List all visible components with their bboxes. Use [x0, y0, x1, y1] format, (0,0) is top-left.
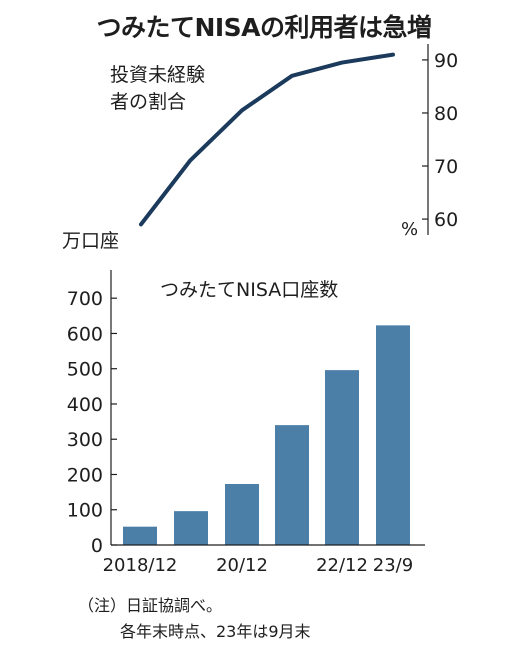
bar-y-tick-label: 100 [67, 500, 103, 522]
line-label-line1: 投資未経験 [110, 64, 205, 86]
bar-y-tick-label: 200 [67, 464, 103, 486]
bar-x-tick-label: 23/9 [373, 555, 413, 576]
line-y-tick-label: 90 [434, 50, 458, 72]
footnote-source: （注）日証協調べ。 [78, 596, 223, 615]
bar-chart-title: つみたてNISA口座数 [160, 279, 338, 301]
line-y-tick-label: 80 [434, 103, 458, 125]
bar [325, 370, 359, 545]
line-y-tick-label: 60 [434, 209, 458, 231]
bar [275, 425, 309, 545]
bar-y-tick-label: 600 [67, 323, 103, 345]
bar-y-tick-label: 0 [91, 535, 103, 557]
bar-x-tick-label: 2018/12 [103, 555, 178, 576]
line-label-line2: 者の割合 [110, 91, 186, 113]
bar [225, 484, 259, 545]
bar-x-tick-label: 22/12 [316, 555, 368, 576]
line-y-unit: % [401, 219, 418, 240]
bar-x-tick-label: 20/12 [216, 555, 268, 576]
line-y-tick-label: 70 [434, 156, 458, 178]
bar-y-tick-label: 700 [67, 288, 103, 310]
bar-y-tick-label: 400 [67, 394, 103, 416]
bar-y-unit: 万口座 [62, 230, 119, 252]
bar [376, 325, 410, 545]
chart-title: つみたてNISAの利用者は急増 [96, 13, 432, 42]
bar-y-tick-label: 500 [67, 359, 103, 381]
bar-y-tick-label: 300 [67, 429, 103, 451]
footnote-timing: 各年末時点、23年は9月末 [120, 622, 311, 641]
line-series [139, 52, 395, 227]
bar [123, 526, 157, 545]
bar [174, 511, 208, 545]
